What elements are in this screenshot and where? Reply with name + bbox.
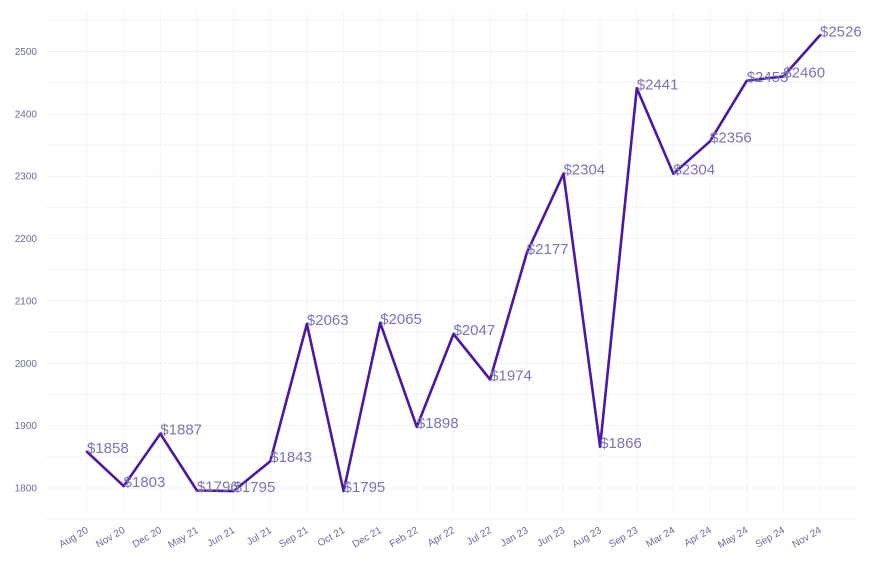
series-line-layer — [85, 33, 822, 493]
data-label: $1898 — [417, 415, 459, 432]
x-tick-label: Apr 24 — [683, 525, 714, 549]
data-label-layer: $1858$1803$1887$1796$1795$1843$2063$1795… — [87, 23, 862, 496]
data-label: $1887 — [160, 422, 202, 439]
data-label: $1803 — [124, 474, 166, 491]
data-label: $1795 — [344, 479, 386, 496]
y-tick-label: 2300 — [15, 172, 38, 183]
data-label: $1796 — [197, 478, 239, 495]
x-tick-label: Sep 21 — [277, 525, 310, 551]
x-tick-label: Apr 22 — [426, 525, 457, 549]
y-tick-label: 2400 — [15, 109, 38, 120]
data-label: $2441 — [637, 76, 679, 93]
data-label: $1974 — [490, 367, 532, 384]
data-label: $2526 — [820, 23, 862, 40]
y-tick-label: 2100 — [15, 296, 38, 307]
y-tick-label: 2200 — [15, 234, 38, 245]
x-tick-label: Dec 21 — [351, 525, 384, 551]
x-tick-label: Sep 24 — [754, 525, 787, 551]
x-tick-label: Jun 21 — [206, 525, 238, 550]
x-tick-label: May 21 — [167, 525, 201, 551]
x-tick-label: Jan 23 — [499, 525, 531, 550]
y-tick-label: 1900 — [15, 421, 38, 432]
data-label: $1858 — [87, 440, 129, 457]
data-label: $2460 — [783, 64, 825, 81]
x-tick-label: Sep 23 — [607, 525, 640, 551]
x-tick-label: May 24 — [716, 525, 750, 551]
x-tick-label: Aug 23 — [571, 525, 604, 551]
x-axis-ticks: Aug 20 Nov 20 Dec 20 May 21 Jun 21 Jul 21 Sep … — [58, 525, 824, 551]
x-tick-label: Dec 20 — [131, 525, 164, 551]
data-label: $2047 — [454, 322, 496, 339]
y-tick-label: 2000 — [15, 359, 38, 370]
data-label: $1795 — [234, 479, 276, 496]
y-tick-label: 1800 — [15, 484, 38, 495]
x-tick-label: Jul 22 — [465, 525, 494, 548]
x-tick-label: Mar 24 — [644, 525, 677, 550]
x-tick-label: Oct 21 — [316, 525, 347, 549]
x-tick-label: Feb 22 — [388, 525, 421, 550]
data-label: $2356 — [710, 129, 752, 146]
x-tick-label: Nov 20 — [94, 525, 127, 551]
grid-layer — [45, 12, 857, 520]
y-tick-label: 2500 — [15, 47, 38, 58]
data-label: $2063 — [307, 312, 349, 329]
x-tick-label: Jun 23 — [535, 525, 567, 550]
data-label: $1843 — [270, 449, 312, 466]
x-tick-label: Nov 24 — [791, 525, 824, 551]
data-label: $2065 — [380, 311, 422, 328]
y-axis-ticks: 1800 1900 2000 2100 2200 2300 2400 2500 — [15, 47, 38, 495]
x-tick-label: Jul 21 — [245, 525, 274, 548]
data-label: $2304 — [673, 162, 715, 179]
data-label: $1866 — [600, 435, 642, 452]
data-label: $2304 — [563, 162, 605, 179]
data-label: $2453 — [747, 69, 789, 86]
data-label: $2177 — [527, 241, 569, 258]
x-tick-label: Aug 20 — [58, 525, 91, 551]
